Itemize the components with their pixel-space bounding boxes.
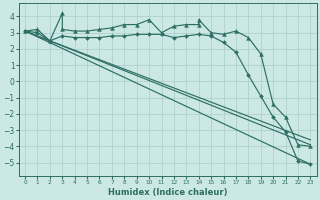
X-axis label: Humidex (Indice chaleur): Humidex (Indice chaleur) xyxy=(108,188,228,197)
